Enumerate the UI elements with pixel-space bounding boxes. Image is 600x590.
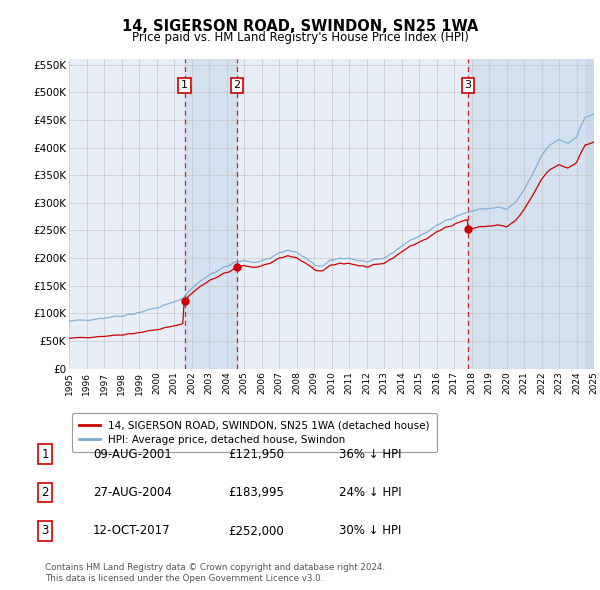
Text: Contains HM Land Registry data © Crown copyright and database right 2024.: Contains HM Land Registry data © Crown c… — [45, 563, 385, 572]
Text: £183,995: £183,995 — [228, 486, 284, 499]
Text: 27-AUG-2004: 27-AUG-2004 — [93, 486, 172, 499]
Bar — [468, 59, 594, 369]
Text: 1: 1 — [181, 80, 188, 90]
Text: 30% ↓ HPI: 30% ↓ HPI — [339, 525, 401, 537]
Text: £252,000: £252,000 — [228, 525, 284, 537]
Text: 2: 2 — [233, 80, 241, 90]
Legend: 14, SIGERSON ROAD, SWINDON, SN25 1WA (detached house), HPI: Average price, detac: 14, SIGERSON ROAD, SWINDON, SN25 1WA (de… — [71, 413, 437, 452]
Text: 3: 3 — [464, 80, 472, 90]
Text: 36% ↓ HPI: 36% ↓ HPI — [339, 448, 401, 461]
Text: 3: 3 — [41, 525, 49, 537]
Text: 24% ↓ HPI: 24% ↓ HPI — [339, 486, 401, 499]
Text: 09-AUG-2001: 09-AUG-2001 — [93, 448, 172, 461]
Text: Price paid vs. HM Land Registry's House Price Index (HPI): Price paid vs. HM Land Registry's House … — [131, 31, 469, 44]
Text: 2: 2 — [41, 486, 49, 499]
Text: 14, SIGERSON ROAD, SWINDON, SN25 1WA: 14, SIGERSON ROAD, SWINDON, SN25 1WA — [122, 19, 478, 34]
Bar — [585, 59, 598, 369]
Bar — [185, 59, 237, 369]
Text: 12-OCT-2017: 12-OCT-2017 — [93, 525, 170, 537]
Text: £121,950: £121,950 — [228, 448, 284, 461]
Text: 1: 1 — [41, 448, 49, 461]
Text: This data is licensed under the Open Government Licence v3.0.: This data is licensed under the Open Gov… — [45, 574, 323, 583]
